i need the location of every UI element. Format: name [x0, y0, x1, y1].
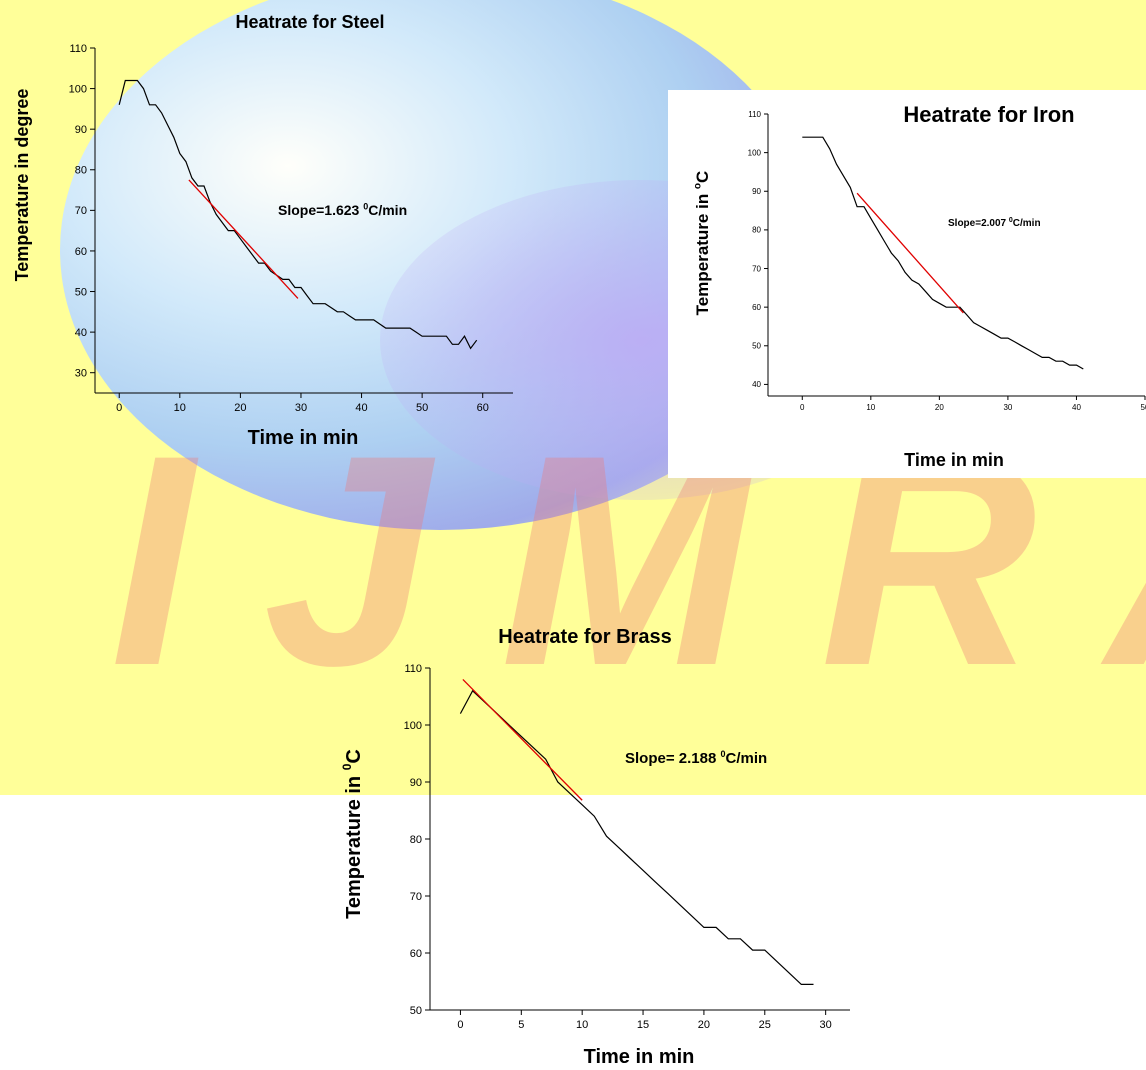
- y-tick-label: 80: [410, 834, 422, 846]
- y-axis-label: Temperature in oC: [692, 171, 712, 316]
- data-series-line: [802, 136, 1084, 370]
- x-axis-label: Time in min: [248, 427, 359, 449]
- y-tick-label: 90: [75, 124, 87, 136]
- y-axis-label-sup: 0: [340, 763, 354, 770]
- y-tick-label: 110: [69, 43, 87, 55]
- y-tick-label: 70: [75, 205, 87, 217]
- x-tick-label: 15: [637, 1019, 649, 1031]
- y-tick-label: 70: [752, 264, 761, 273]
- x-tick-label: 40: [355, 402, 367, 414]
- y-tick-label: 80: [752, 226, 761, 235]
- y-axis-label: Temperature in degree: [12, 89, 32, 282]
- y-axis-label-sup: o: [692, 183, 703, 189]
- x-tick-label: 0: [116, 402, 122, 414]
- x-tick-label: 40: [1072, 403, 1081, 412]
- y-tick-label: 90: [410, 777, 422, 789]
- slope-annotation: Slope= 2.188 0C/min: [625, 749, 767, 767]
- y-axis-label-tail: C: [693, 171, 712, 183]
- y-axis-label: Temperature in 0C: [340, 749, 365, 919]
- x-tick-label: 20: [234, 402, 246, 414]
- y-axis-label-tail: C: [343, 749, 365, 763]
- x-tick-label: 5: [518, 1019, 524, 1031]
- x-tick-label: 20: [698, 1019, 710, 1031]
- y-tick-label: 40: [75, 327, 87, 339]
- y-tick-label: 110: [748, 110, 761, 119]
- fit-line: [856, 192, 964, 314]
- x-tick-label: 20: [935, 403, 944, 412]
- iron-chart: Heatrate for Iron 40 50 60 70 80 90 100 110 0 10 20…: [692, 102, 1146, 470]
- x-tick-label: 50: [416, 402, 428, 414]
- x-tick-label: 60: [477, 402, 489, 414]
- slope-annotation: Slope=2.007 0C/min: [948, 217, 1041, 229]
- y-tick-label: 50: [410, 1005, 422, 1017]
- y-tick-label: 80: [75, 165, 87, 177]
- chart-title: Heatrate for Steel: [235, 12, 384, 32]
- iron-chart-panel: [668, 90, 1146, 478]
- y-tick-label: 100: [69, 83, 87, 95]
- y-tick-label: 60: [752, 303, 761, 312]
- y-tick-label: 100: [748, 148, 762, 157]
- x-tick-label: 10: [174, 402, 186, 414]
- y-tick-label: 110: [404, 663, 422, 675]
- y-tick-label: 70: [410, 891, 422, 903]
- x-tick-label: 10: [866, 403, 875, 412]
- y-tick-label: 60: [75, 246, 87, 258]
- data-series-line: [459, 689, 814, 985]
- y-tick-label: 60: [410, 948, 422, 960]
- y-tick-label: 50: [752, 342, 761, 351]
- brass-chart: Heatrate for Brass 50 60 70 80 90 100 110 0 5 10 15…: [340, 626, 850, 1068]
- x-axis-label: Time in min: [904, 450, 1004, 470]
- fit-line: [188, 179, 299, 299]
- y-tick-label: 100: [404, 720, 422, 732]
- x-tick-label: 0: [800, 403, 805, 412]
- steel-chart: Heatrate for Steel 30 40 50 60 70 80 90 100 110 0 1…: [12, 12, 513, 449]
- fit-line: [462, 678, 583, 801]
- x-tick-label: 30: [295, 402, 307, 414]
- x-tick-label: 25: [759, 1019, 771, 1031]
- y-tick-label: 40: [752, 380, 761, 389]
- chart-title: Heatrate for Brass: [498, 626, 671, 648]
- chart-title: Heatrate for Iron: [903, 102, 1074, 127]
- slope-annotation: Slope=1.623 0C/min: [278, 201, 407, 218]
- y-tick-label: 30: [75, 368, 87, 380]
- x-tick-label: 30: [820, 1019, 832, 1031]
- x-axis-label: Time in min: [584, 1046, 695, 1068]
- y-tick-label: 50: [75, 286, 87, 298]
- y-tick-label: 90: [752, 187, 761, 196]
- x-tick-label: 50: [1141, 403, 1146, 412]
- x-tick-label: 0: [457, 1019, 463, 1031]
- x-tick-label: 10: [576, 1019, 588, 1031]
- data-series-line: [118, 79, 478, 350]
- x-tick-label: 30: [1003, 403, 1012, 412]
